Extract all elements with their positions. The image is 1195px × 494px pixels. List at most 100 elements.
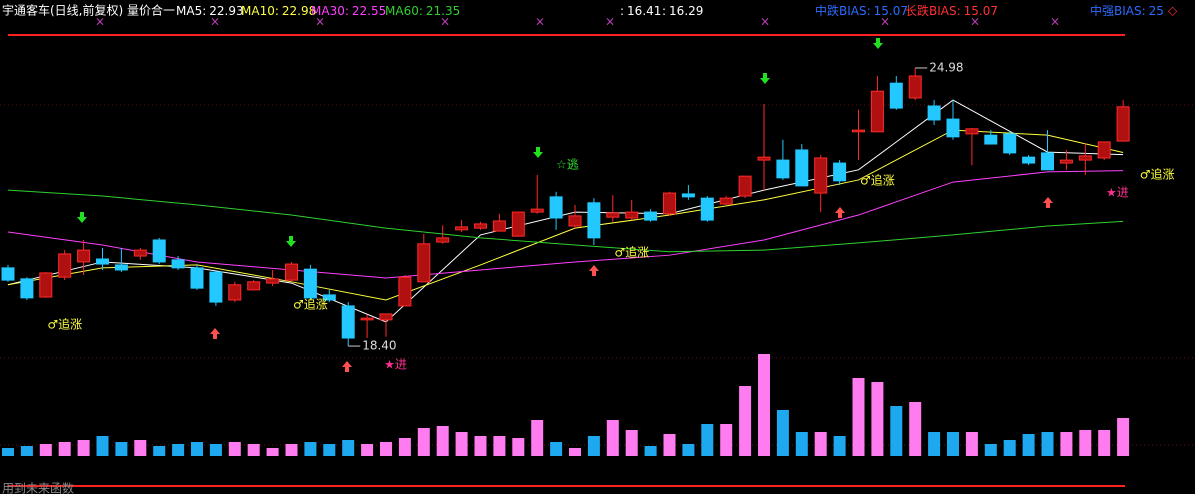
volume-bar [436, 426, 449, 456]
candle-body [322, 294, 336, 301]
legend-value: 21.35 [426, 4, 460, 18]
volume-bar [531, 420, 544, 456]
volume-bar [833, 436, 846, 456]
candle-body [398, 276, 412, 307]
legend-value: 15.07 [964, 4, 998, 18]
title: 宇通客车(日线,前复权) 量价合一 [2, 3, 175, 18]
candle-body [549, 196, 563, 219]
volume-bar [247, 444, 260, 456]
legend-label: 中强BIAS: [1090, 3, 1146, 18]
footer: 用到未来函数 [2, 481, 74, 494]
price-label: 24.98 [929, 60, 963, 74]
legend-value: 16.29 [669, 4, 703, 18]
legend-label: : [662, 4, 666, 18]
buy-arrow [589, 265, 599, 276]
volume-bar [474, 436, 487, 456]
candle-body [247, 281, 261, 291]
volume-bar [228, 442, 241, 456]
volume-bar [493, 436, 506, 456]
volume-bar [304, 442, 317, 456]
candle-body [738, 175, 752, 197]
buy-arrow [1043, 197, 1053, 208]
ma-line [7, 189, 1124, 253]
candle-body [190, 267, 204, 289]
signal-label: ♂追涨 [1140, 166, 1175, 181]
candle-body [757, 156, 771, 161]
volume-bar [512, 438, 525, 456]
bias-value: 中跌BIAS: 15.07 [815, 3, 908, 18]
marker-cross: × [210, 15, 220, 29]
marker-cross: × [315, 15, 325, 29]
volume-bar [77, 440, 90, 456]
volume-bar [550, 442, 563, 456]
candle-body [266, 278, 280, 284]
diamond-icon: ◇ [1168, 4, 1178, 18]
sell-arrow [533, 147, 543, 158]
volume-bar [606, 420, 619, 456]
volume-bar [625, 430, 638, 456]
signal-label: ♂追涨 [47, 316, 82, 331]
volume-bar [758, 354, 770, 456]
volume-bar [323, 444, 336, 456]
volume-bar [285, 444, 298, 456]
legend-label: 中跌BIAS: [815, 3, 871, 18]
volume-bar [984, 444, 997, 456]
volume-bar [380, 442, 392, 456]
volume-bar [663, 434, 676, 456]
candle-body [1097, 141, 1111, 159]
volume-bar [266, 448, 279, 456]
sell-arrow [286, 236, 296, 247]
volume-bar [644, 446, 657, 456]
volume-bar [682, 444, 695, 456]
legend-label: MA30: [311, 4, 349, 18]
buy-arrow [210, 328, 220, 339]
volume-bar [342, 440, 355, 456]
legend-value: 22.93 [209, 4, 243, 18]
header-value: :16.41 [620, 4, 661, 18]
marker-cross: × [1050, 15, 1060, 29]
candle-body [946, 118, 960, 138]
candle-body [587, 202, 601, 239]
marker-cross: × [535, 15, 545, 29]
candle-body [379, 313, 393, 321]
candle-body [965, 128, 979, 135]
volume-bar [96, 436, 109, 456]
candle-body [1078, 155, 1092, 161]
volume-bar [417, 428, 430, 456]
candle-body [852, 129, 865, 133]
candle-body [795, 149, 809, 187]
candle-body [984, 134, 998, 145]
candle-body [511, 211, 525, 237]
signal-label: ♂追涨 [614, 245, 649, 260]
marker-cross: × [970, 15, 980, 29]
volume-bar [587, 436, 600, 456]
candle-body [889, 82, 903, 109]
marker-cross: × [880, 15, 890, 29]
marker-cross: × [605, 15, 615, 29]
ma-line [7, 129, 1124, 301]
sell-arrow [77, 212, 87, 223]
candle-body [625, 211, 639, 219]
volume-bar [1098, 430, 1111, 456]
bias-value: 长跌BIAS: 15.07 [905, 3, 998, 18]
candle-body [303, 268, 317, 299]
sell-arrow [873, 38, 883, 49]
candle-body [209, 271, 223, 303]
signal-label: ♂追涨 [293, 297, 328, 312]
price-label: 18.40 [362, 339, 396, 353]
signal-label: ★进 [384, 358, 407, 372]
legend-label: : [620, 4, 624, 18]
volume-bar [191, 442, 203, 456]
candle-body [1041, 152, 1054, 171]
volume-bar [153, 446, 166, 456]
volume-bar [701, 424, 714, 456]
candle-body [776, 159, 790, 179]
volume-bar [776, 410, 789, 456]
candle-body [927, 105, 941, 121]
signal-label: ★进 [1106, 186, 1129, 200]
volume-bar [1117, 418, 1130, 456]
volume-bar [455, 432, 468, 456]
candle-body [814, 157, 828, 194]
candle-body [663, 192, 676, 215]
